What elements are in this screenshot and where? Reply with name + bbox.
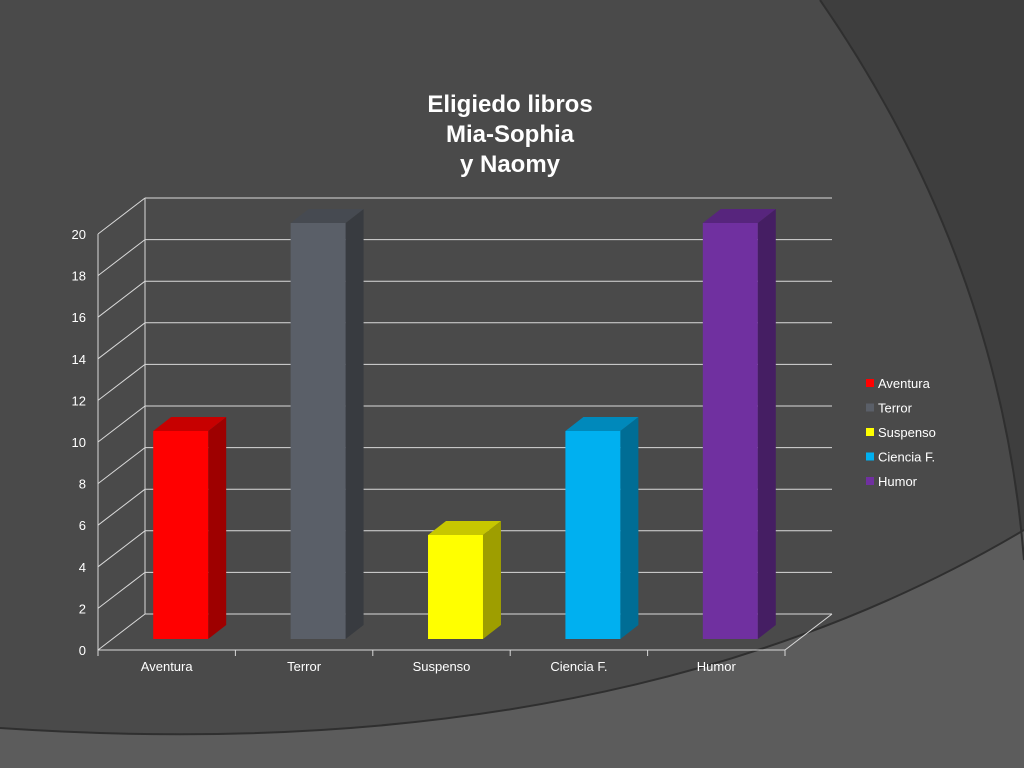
background-arc [0, 530, 1024, 768]
bar-ciencia-f [565, 417, 639, 639]
gridline-side [97, 280, 146, 318]
background-arc-edge [0, 529, 1024, 736]
chart-title-line-2: Mia-Sophia [446, 121, 575, 148]
y-tick-label: 12 [72, 393, 86, 408]
legend-swatch [866, 452, 874, 461]
bar-front [290, 223, 346, 639]
x-category-label: Humor [697, 659, 737, 674]
bar-side [620, 417, 639, 639]
y-tick-label: 4 [79, 560, 86, 575]
bar-front [702, 223, 758, 639]
y-tick-label: 2 [79, 601, 86, 616]
y-tick-label: 0 [79, 643, 86, 658]
legend-swatch [866, 477, 874, 485]
x-category-label: Terror [287, 659, 322, 674]
chart-title-line-1: Eligiedo libros [427, 91, 592, 118]
bar-front [565, 431, 621, 639]
bar-front [428, 535, 483, 639]
bar-top [565, 417, 639, 431]
gridline-side [97, 613, 146, 651]
legend-entry: Suspenso [866, 425, 936, 440]
chart-bars [153, 209, 776, 639]
legend-entry: Aventura [866, 376, 931, 391]
legend-swatch [866, 379, 874, 387]
legend-label: Suspenso [878, 425, 936, 440]
bar-terror [290, 209, 364, 639]
gridline-side [97, 239, 146, 276]
legend-swatch [866, 403, 874, 412]
y-tick-label: 6 [79, 518, 86, 533]
legend-label: Aventura [878, 376, 931, 391]
gridline-side [97, 447, 146, 484]
bar-top [702, 209, 776, 223]
legend-label: Ciencia F. [878, 450, 935, 465]
y-tick-label: 16 [72, 310, 86, 325]
bar-side [345, 209, 364, 639]
y-tick-label: 14 [72, 352, 86, 367]
legend-entry: Terror [866, 401, 913, 416]
y-tick-label: 18 [72, 269, 86, 284]
x-category-label: Ciencia F. [550, 659, 607, 674]
legend-entry: Ciencia F. [866, 450, 935, 465]
gridline-side [97, 530, 146, 568]
gridline-side [97, 572, 146, 609]
gridline-side [97, 405, 146, 443]
x-category-label: Suspenso [413, 659, 471, 674]
bar-side [208, 417, 227, 639]
bar-suspenso [428, 521, 501, 639]
legend-label: Terror [878, 401, 913, 416]
bar-side [757, 209, 776, 639]
bar-top [428, 521, 501, 535]
bar-top [290, 209, 364, 223]
y-tick-label: 10 [72, 435, 86, 450]
gridline-side [97, 322, 146, 360]
legend-entry: Humor [866, 474, 918, 489]
bar-humor [702, 209, 776, 639]
legend-label: Humor [878, 474, 918, 489]
x-category-label: Aventura [141, 659, 194, 674]
y-tick-label: 8 [79, 477, 86, 492]
bar-side [482, 521, 501, 639]
bar-aventura [153, 417, 227, 639]
bar-top [153, 417, 227, 431]
gridline-side [97, 364, 146, 401]
chart-axes: Aventura Terror Suspenso Ciencia F. Humor [97, 649, 786, 674]
legend-swatch [866, 428, 874, 436]
y-tick-label: 20 [72, 227, 86, 242]
gridline-side [97, 197, 146, 235]
background-panel-edge [819, 0, 1024, 561]
chart-legend: Aventura Terror Suspenso Ciencia F. Humor [866, 376, 936, 489]
gridline-side [97, 488, 146, 526]
bar-front [153, 431, 209, 639]
chart-title-line-3: y Naomy [460, 151, 561, 178]
floor-right-edge [784, 613, 833, 651]
